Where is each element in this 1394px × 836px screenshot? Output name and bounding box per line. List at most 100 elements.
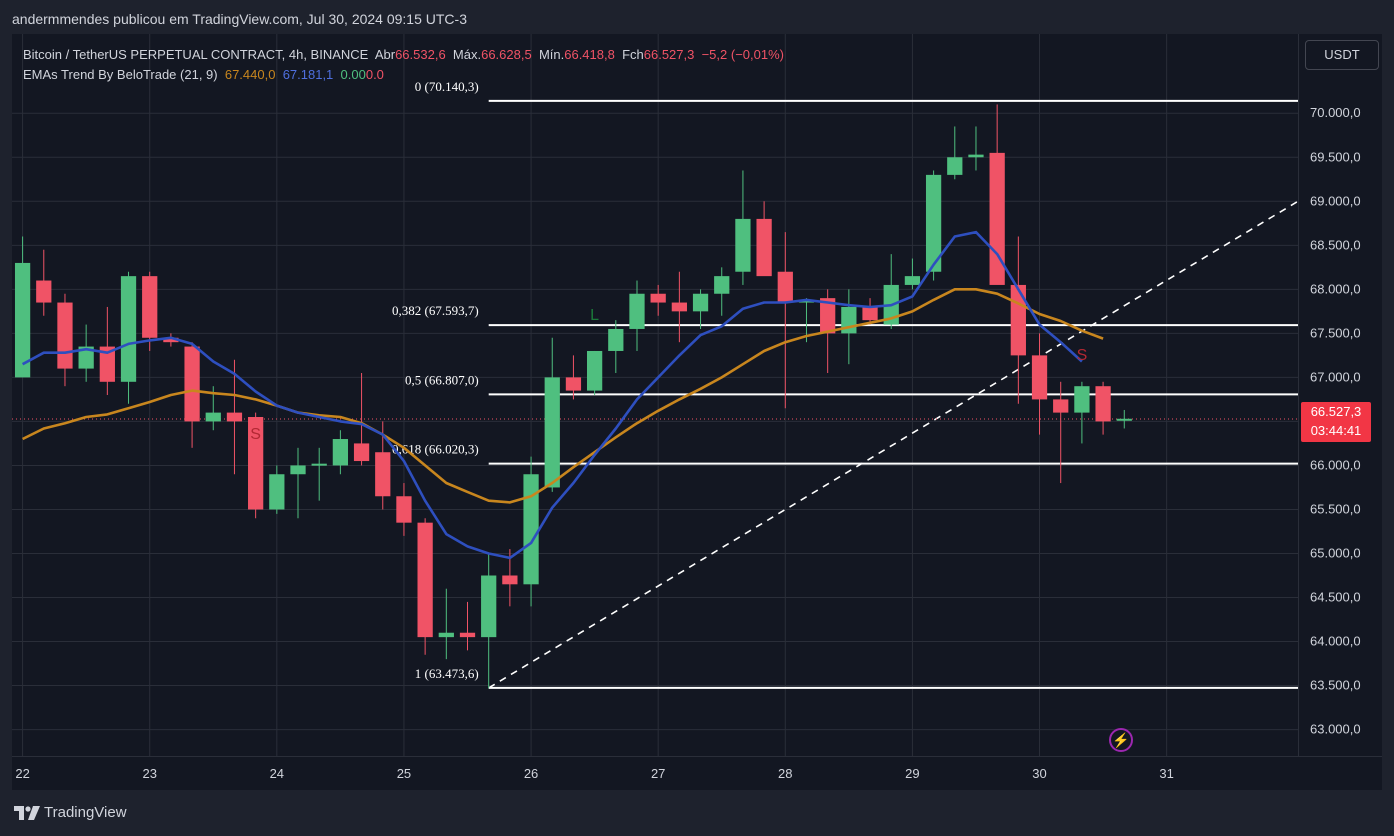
high-value: 66.628,5 — [481, 47, 532, 62]
ema9-value: 67.181,1 — [282, 67, 334, 82]
candle-body — [142, 276, 158, 338]
candle-body — [14, 262, 31, 378]
candle-body — [692, 293, 709, 312]
x-tick-label: 30 — [1032, 766, 1046, 781]
y-tick-label: 67.500,0 — [1310, 325, 1361, 340]
candle-body — [120, 276, 137, 382]
candle-body — [1031, 355, 1048, 400]
price-chart[interactable]: 63.000,0 63.500,0 64.000,0 64.500,0 65.000,0… — [12, 34, 1382, 790]
y-tick-label: 63.000,0 — [1310, 722, 1361, 737]
y-tick-label: 65.000,0 — [1310, 545, 1361, 560]
y-tick-label: 65.500,0 — [1310, 501, 1361, 516]
footer: TradingView — [14, 804, 127, 821]
candle-body — [1053, 399, 1069, 413]
currency-button[interactable]: USDT — [1305, 40, 1379, 70]
x-tick-label: 23 — [142, 766, 156, 781]
chart-panel[interactable]: 63.000,0 63.500,0 64.000,0 64.500,0 65.000,0… — [12, 34, 1382, 790]
indicator-name[interactable]: EMAs Trend By BeloTrade (21, 9) — [23, 67, 218, 82]
candle-body — [650, 293, 666, 303]
signal-marker: S — [1077, 347, 1088, 364]
ema21-line — [22, 288, 1104, 504]
candle-body — [629, 293, 645, 329]
candle-body — [904, 276, 921, 285]
candle-body — [820, 298, 836, 334]
high-label: Máx. — [452, 47, 482, 62]
candle-body — [438, 632, 454, 638]
candle-body — [36, 280, 52, 303]
candle-body — [1074, 386, 1090, 413]
footer-brand[interactable]: TradingView — [44, 804, 127, 821]
candle-body — [248, 417, 264, 510]
indicator-extra-value: 0.00 — [340, 67, 366, 82]
candle-body — [671, 302, 687, 312]
x-tick-label: 26 — [524, 766, 538, 781]
candle-body — [481, 575, 497, 638]
dashed-trendline — [488, 200, 1299, 689]
candle-body — [523, 474, 539, 585]
y-tick-label: 66.000,0 — [1310, 457, 1361, 472]
candle-body — [565, 377, 582, 391]
flash-icon[interactable]: ⚡ — [1109, 728, 1133, 752]
fib-level-label: 0,5 (66.807,0) — [405, 372, 479, 387]
open-value: 66.532,6 — [395, 47, 446, 62]
legend: Bitcoin / TetherUS PERPETUAL CONTRACT, 4… — [23, 45, 784, 85]
y-tick-label: 63.500,0 — [1310, 678, 1361, 693]
candle-body — [375, 452, 391, 497]
signal-marker: L — [590, 307, 599, 324]
candle-body — [798, 299, 815, 303]
x-tick-label: 22 — [15, 766, 29, 781]
x-tick-label: 29 — [905, 766, 919, 781]
price-axis-background — [1298, 34, 1382, 756]
candle-body — [78, 346, 94, 369]
x-tick-label: 25 — [397, 766, 411, 781]
fib-level-label: 0,382 (67.593,7) — [392, 303, 479, 318]
symbol-name[interactable]: Bitcoin / TetherUS PERPETUAL CONTRACT, 4… — [23, 47, 369, 62]
candle-body — [544, 377, 560, 488]
candle-body — [332, 439, 349, 466]
signal-marker: S — [250, 426, 261, 443]
candle-body — [925, 174, 942, 272]
x-tick-label: 24 — [270, 766, 284, 781]
candle-body — [396, 496, 412, 523]
x-tick-label: 27 — [651, 766, 665, 781]
candle-body — [714, 276, 730, 294]
candle-body — [586, 350, 603, 391]
candle-body — [226, 412, 243, 422]
indicator-extra-value2: 0.0 — [365, 67, 384, 82]
fib-level-label: 0,618 (66.020,3) — [392, 442, 479, 457]
candle-body — [756, 218, 772, 277]
candle-body — [947, 157, 963, 175]
close-value: 66.527,3 — [643, 47, 695, 62]
y-tick-label: 64.500,0 — [1310, 590, 1361, 605]
change-value: −5,2 (−0,01%) — [701, 47, 784, 62]
candle-body — [269, 474, 285, 510]
low-label: Mín. — [538, 47, 565, 62]
y-tick-label: 69.000,0 — [1310, 193, 1361, 208]
candle-body — [777, 271, 793, 303]
candle-body — [184, 346, 200, 422]
fib-level-label: 1 (63.473,6) — [415, 666, 479, 681]
symbol-legend-row: Bitcoin / TetherUS PERPETUAL CONTRACT, 4… — [23, 45, 784, 65]
last-price-value: 66.527,3 — [1310, 404, 1362, 419]
publisher-caption: andermmendes publicou em TradingView.com… — [12, 11, 467, 27]
tradingview-logo-icon — [14, 805, 40, 820]
bar-countdown: 03:44:41 — [1310, 423, 1362, 438]
time-axis-background — [12, 756, 1382, 790]
candle-body — [1095, 386, 1111, 422]
ema9-line — [21, 230, 1083, 560]
candle-body — [57, 302, 73, 369]
candle-body — [502, 575, 518, 585]
open-label: Abr — [374, 47, 396, 62]
x-tick-label: 31 — [1159, 766, 1173, 781]
low-value: 66.418,8 — [564, 47, 615, 62]
candle-body — [608, 328, 624, 351]
last-price-badge: 66.527,3 03:44:41 — [1301, 402, 1371, 442]
candle-body — [862, 306, 878, 321]
candle-body — [311, 463, 327, 466]
candle-body — [735, 218, 751, 272]
close-label: Fch — [622, 47, 644, 62]
y-tick-label: 64.000,0 — [1310, 634, 1361, 649]
candle-body — [353, 443, 370, 462]
candle-body — [290, 465, 306, 475]
candle-body — [205, 412, 221, 422]
